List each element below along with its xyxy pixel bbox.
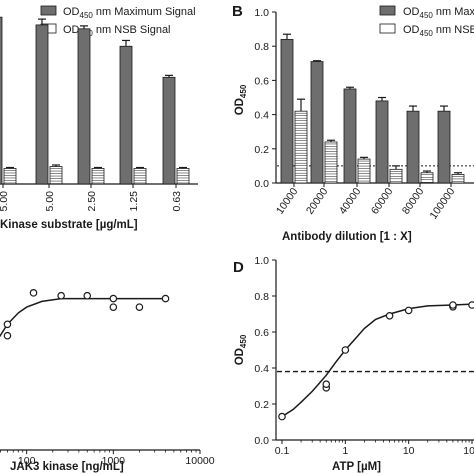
legend-b-max-swatch (379, 5, 396, 16)
d-xtick-label: 0.1 (275, 445, 290, 457)
c-data-point (3, 320, 12, 329)
legend-b-max-text: OD450 nm Maximum Signal (403, 6, 474, 20)
b-nsb-bar (294, 110, 308, 184)
panel-b-letter: B (232, 3, 243, 20)
panel-b: B OD450 nm Maximum Signal OD450 nm NSB S… (232, 3, 474, 243)
d-ytick-label: 0.6 (254, 327, 269, 339)
a-max-bar (35, 24, 49, 185)
panel-a-x-ticks: 5.00 5.00 2.50 1.25 0.63 (0, 184, 183, 211)
b-xtick-label: 20000 (304, 186, 331, 217)
legend-max-text: OD450 nm Maximum Signal (63, 6, 196, 20)
d-xtick-label: 10 (403, 445, 415, 457)
panel-b-bars (280, 33, 465, 184)
panel-c-xlabel: JAK3 kinase [ng/mL] (10, 461, 124, 473)
d-ytick-label: 0.2 (254, 399, 269, 411)
c-data-point (29, 289, 38, 297)
panel-a: OD450 nm Maximum Signal OD450 nm NSB Sig… (0, 5, 198, 231)
a-nsb-bar (133, 168, 147, 185)
panel-a-xlabel: Kinase substrate [µg/mL] (0, 219, 138, 231)
d-data-point (385, 311, 394, 320)
a-tick-label: 5.00 (44, 191, 56, 212)
b-xtick-label: 80000 (400, 186, 427, 217)
d-data-point (322, 380, 331, 389)
c-data-point (135, 303, 144, 311)
panel-d-x-ticks: 0.1 1 10 100 (275, 440, 474, 457)
panel-b-x-ticks: 10000 20000 40000 60000 80000 100000 (274, 183, 458, 221)
b-xtick-label: 40000 (337, 186, 364, 217)
panel-d-points (278, 301, 474, 421)
legend-b-nsb-text: OD450 nm NSB Signal (403, 24, 474, 38)
a-nsb-bar (49, 166, 63, 185)
panel-a-bars (0, 16, 190, 185)
d-ytick-label: 0.0 (254, 435, 269, 447)
d-data-point (341, 346, 350, 354)
b-max-bar (280, 38, 294, 184)
a-tick-label: 2.50 (86, 191, 98, 212)
b-ytick-label: 1.0 (254, 7, 269, 19)
a-nsb-bar (176, 168, 190, 185)
b-xtick-label: 100000 (428, 186, 458, 222)
panel-d-ylabel: OD450 (234, 334, 248, 365)
b-xtick-label: 10000 (274, 186, 301, 217)
b-max-bar (406, 110, 420, 184)
a-tick-label: 1.25 (128, 191, 140, 212)
legend-max-swatch (40, 5, 57, 16)
b-ytick-label: 0.4 (254, 110, 269, 122)
c-data-point (57, 291, 65, 300)
b-nsb-bar (420, 172, 434, 184)
panel-b-y-ticks: 0.0 0.2 0.4 0.6 0.8 1.0 (254, 7, 276, 190)
c-xtick-label: 100 (18, 455, 36, 467)
a-max-bar (162, 76, 176, 185)
legend-b-nsb-swatch (379, 23, 396, 34)
a-tick-label: 0.63 (171, 191, 183, 212)
d-data-point (278, 412, 286, 421)
c-xtick-label: 10000 (185, 455, 214, 467)
d-data-point (404, 306, 413, 315)
d-ytick-label: 0.4 (254, 363, 269, 375)
panel-a-legend: OD450 nm Maximum Signal OD450 nm NSB Sig… (40, 5, 196, 38)
panel-c: 100 1000 10000 JAK3 kinase [ng/mL] (0, 289, 215, 473)
d-data-point (468, 301, 474, 309)
panel-d-fit-curve (281, 303, 473, 418)
panel-b-legend: OD450 nm Maximum Signal OD450 nm NSB Sig… (379, 5, 474, 38)
panel-c-x-ticks: 100 1000 10000 (0, 450, 215, 467)
panel-c-points (3, 289, 170, 340)
panel-b-xlabel: Antibody dilution [1 : X] (282, 231, 412, 243)
a-tick-label: 5.00 (0, 191, 10, 212)
a-max-bar (77, 28, 91, 185)
c-data-point (83, 291, 92, 300)
c-data-point (109, 294, 118, 303)
b-max-bar (437, 110, 451, 184)
d-data-point (449, 301, 457, 309)
b-max-bar (310, 61, 324, 184)
b-ytick-label: 0.8 (254, 41, 269, 53)
panel-b-ylabel: OD450 (234, 84, 248, 115)
a-nsb-bar (3, 168, 17, 185)
d-ytick-label: 1.0 (254, 255, 269, 267)
a-max-bar (119, 45, 133, 185)
b-xtick-label: 60000 (369, 186, 396, 217)
a-max-bar (0, 16, 3, 185)
c-xtick-label: 1000 (102, 455, 126, 467)
b-max-bar (375, 100, 389, 184)
b-ytick-label: 0.0 (254, 178, 269, 190)
a-nsb-bar (91, 168, 105, 185)
c-data-point (161, 294, 170, 303)
d-xtick-label: 1 (342, 445, 348, 457)
panel-d-letter: D (233, 259, 244, 276)
panel-d: D 0.0 0.2 0.4 0.6 0.8 1.0 OD450 0.1 1 10 100 ATP… (233, 255, 474, 473)
b-nsb-bar (324, 141, 338, 184)
c-data-point (3, 331, 12, 340)
b-ytick-label: 0.2 (254, 144, 269, 156)
b-ytick-label: 0.6 (254, 75, 269, 87)
c-data-point (109, 303, 118, 311)
d-xtick-label: 100 (463, 445, 474, 457)
panel-d-xlabel: ATP [µM] (332, 461, 381, 473)
panel-d-y-ticks: 0.0 0.2 0.4 0.6 0.8 1.0 (254, 255, 276, 447)
panel-c-fit-curve (0, 297, 166, 338)
d-ytick-label: 0.8 (254, 291, 269, 303)
b-max-bar (343, 88, 357, 184)
